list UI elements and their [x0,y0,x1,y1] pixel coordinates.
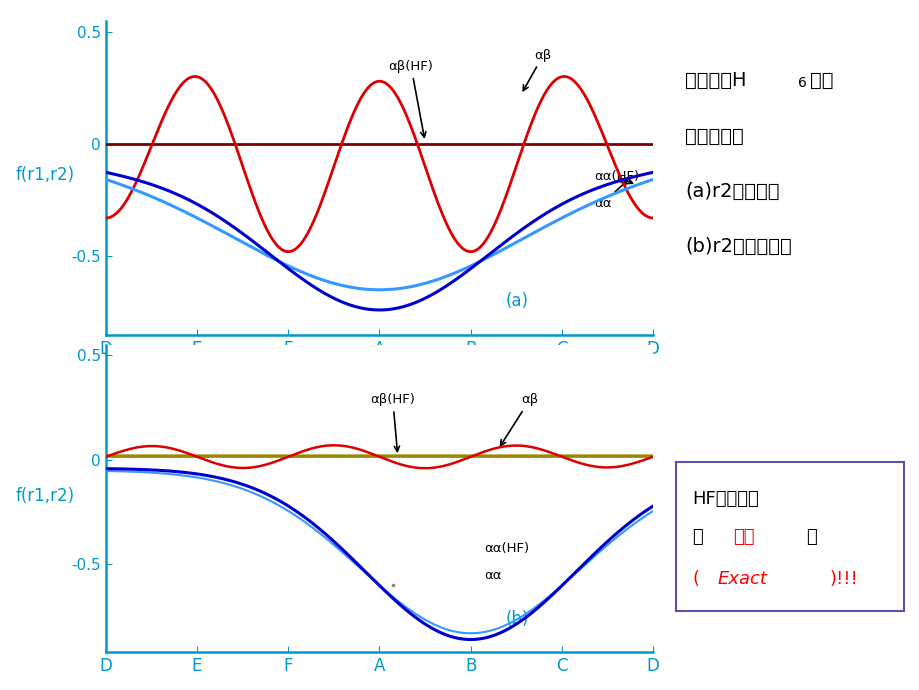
Text: Exact: Exact [717,570,766,588]
Text: αα(HF): αα(HF) [484,542,529,555]
Text: (b): (b) [505,611,528,629]
Text: HF的相关能: HF的相关能 [691,490,758,508]
Text: 是: 是 [691,529,702,546]
Text: 的: 的 [805,529,816,546]
Text: (: ( [691,570,698,588]
Text: 精确: 精确 [732,529,754,546]
Text: (b)r2在氢核中间: (b)r2在氢核中间 [685,237,791,256]
Text: αβ(HF): αβ(HF) [370,393,414,451]
Text: αβ(HF): αβ(HF) [388,60,433,137]
Text: αα: αα [484,569,502,582]
Text: αβ: αβ [500,393,538,446]
Y-axis label: f(r1,r2): f(r1,r2) [16,486,75,504]
Text: 正六角形H: 正六角形H [685,71,746,90]
Y-axis label: f(r1,r2): f(r1,r2) [16,166,75,184]
Text: (a): (a) [505,293,528,310]
Text: αα: αα [594,181,627,210]
Text: 分子: 分子 [809,71,833,90]
Text: )!!!: )!!! [828,570,857,588]
Text: 6: 6 [797,76,806,90]
Text: αβ: αβ [523,49,551,90]
Text: αα(HF): αα(HF) [594,170,639,184]
Text: 的相关函数: 的相关函数 [685,126,743,146]
Text: (a)r2在氢核上: (a)r2在氢核上 [685,181,779,201]
